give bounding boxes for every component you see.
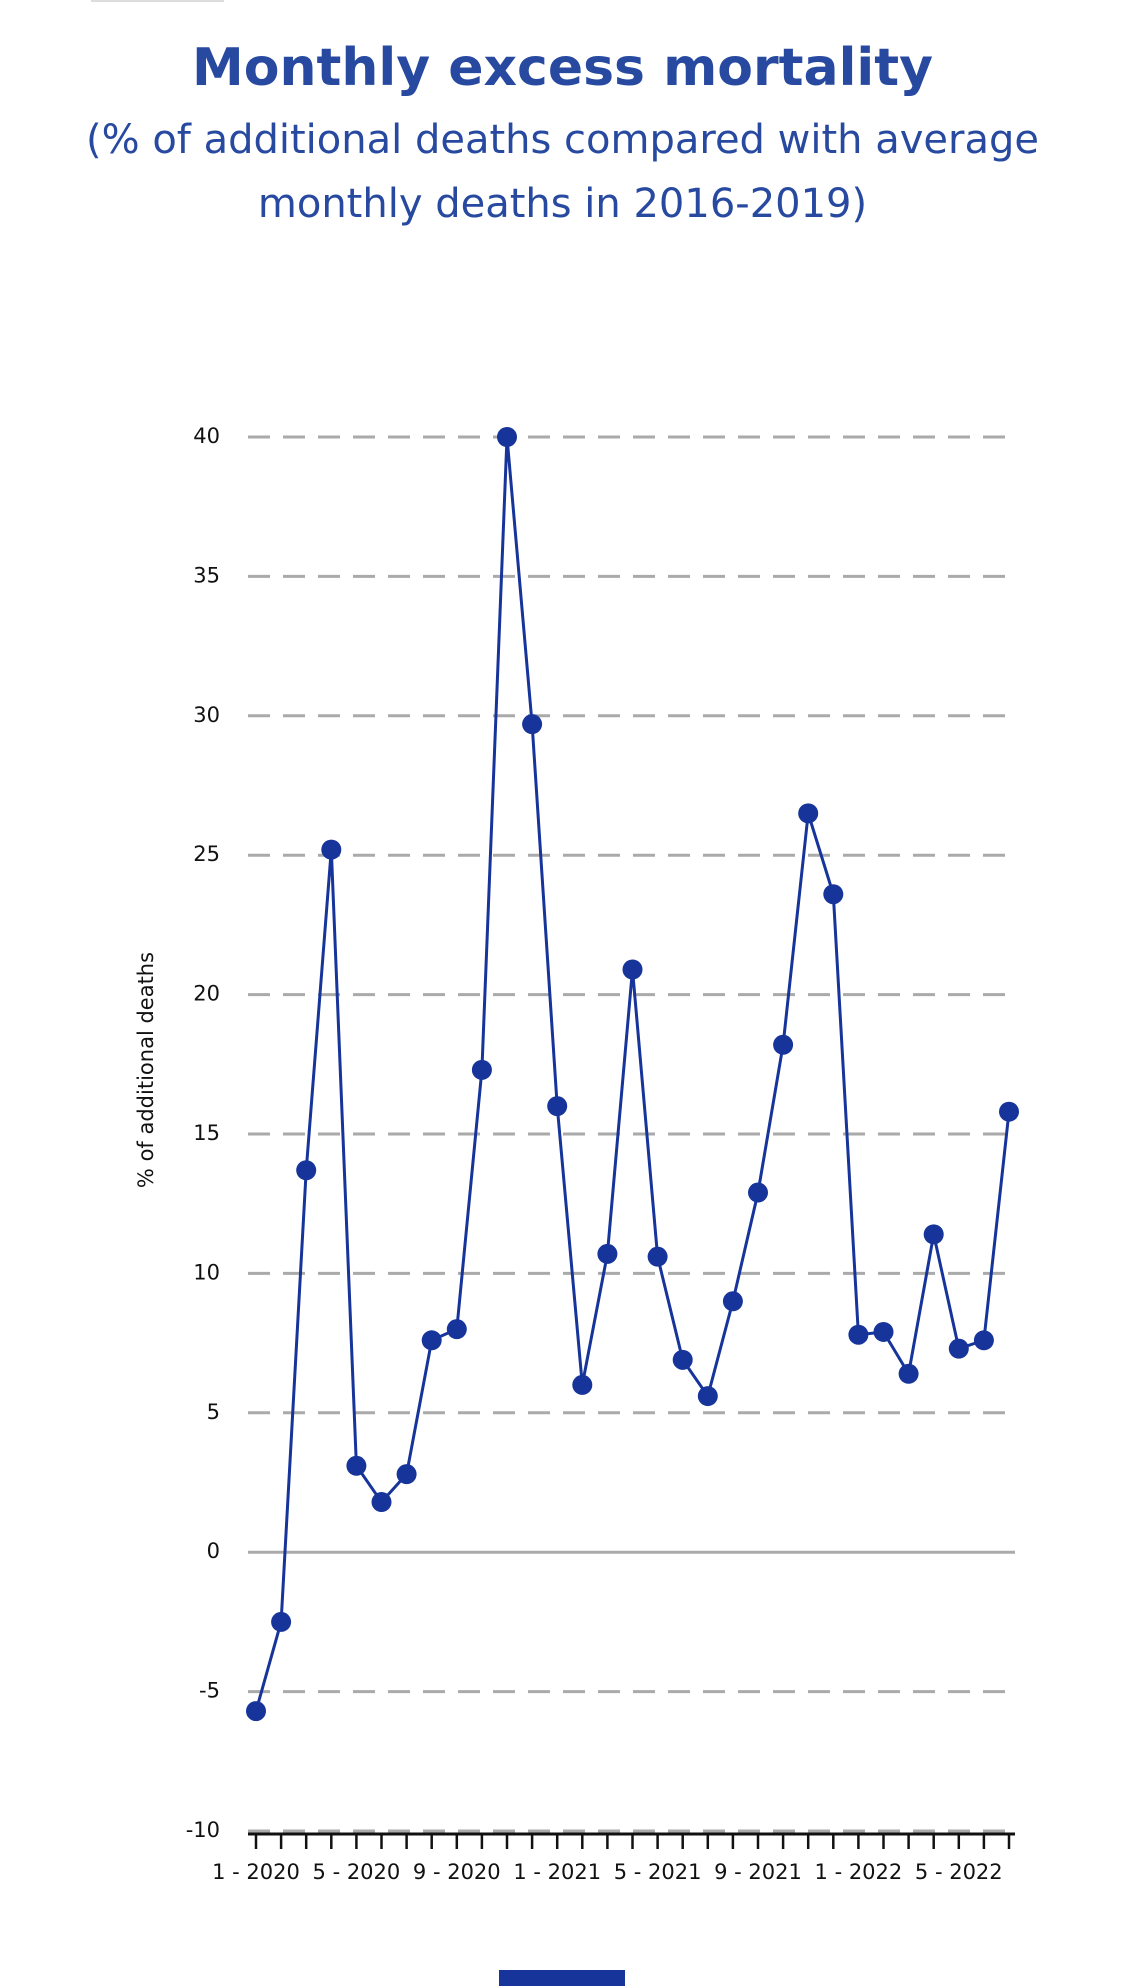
x-tick-label: 1 - 2021 (513, 1860, 601, 1884)
y-tick-label: 35 (193, 563, 220, 587)
x-tick-label: 9 - 2021 (714, 1860, 802, 1884)
y-tick-label: 20 (193, 982, 220, 1006)
data-point (271, 1611, 292, 1632)
data-point (647, 1246, 668, 1267)
data-point (572, 1374, 593, 1395)
x-tick-label: 1 - 2022 (815, 1860, 903, 1884)
data-point (296, 1160, 317, 1181)
chart-subtitle: (% of additional deaths compared with av… (85, 117, 1039, 227)
data-point (246, 1701, 266, 1722)
data-point (672, 1349, 693, 1370)
x-tick-label: 5 - 2021 (614, 1860, 702, 1884)
y-tick-label: 40 (193, 424, 220, 448)
data-point (547, 1096, 568, 1117)
data-point (396, 1464, 417, 1485)
data-point (999, 1101, 1019, 1122)
data-point (597, 1243, 618, 1264)
x-tick-label: 5 - 2022 (915, 1860, 1003, 1884)
data-point (848, 1324, 869, 1345)
bottom-decoration (499, 1970, 625, 1986)
data-point (421, 1330, 442, 1351)
data-point (823, 884, 844, 905)
data-point (798, 803, 819, 824)
data-point (973, 1330, 994, 1351)
chart-title: Monthly excess mortality (192, 38, 933, 98)
y-tick-label: 0 (207, 1539, 220, 1563)
y-tick-label: 15 (193, 1121, 220, 1145)
y-tick-label: 5 (207, 1400, 220, 1424)
y-axis-label: % of additional deaths (134, 952, 158, 1188)
data-point (697, 1386, 718, 1407)
data-point (371, 1492, 392, 1513)
data-point (497, 427, 517, 447)
series-line (254, 436, 1011, 1712)
data-point (321, 839, 342, 860)
y-tick-label: -10 (186, 1818, 220, 1842)
data-point (346, 1455, 367, 1476)
data-point (923, 1224, 944, 1245)
data-point (522, 714, 543, 735)
data-point (748, 1182, 768, 1203)
x-tick-label: 1 - 2020 (212, 1860, 300, 1884)
data-point (446, 1319, 467, 1340)
y-tick-label: -5 (199, 1679, 220, 1703)
data-point (471, 1059, 492, 1080)
x-tick-label: 5 - 2020 (313, 1860, 401, 1884)
data-point (622, 959, 643, 980)
y-tick-label: 30 (193, 703, 220, 727)
y-tick-label: 25 (193, 842, 220, 866)
y-tick-label: 10 (193, 1260, 220, 1284)
data-point (722, 1291, 743, 1312)
data-point (873, 1321, 894, 1342)
x-tick-label: 9 - 2020 (413, 1860, 501, 1884)
data-point (898, 1363, 919, 1384)
data-point (948, 1338, 969, 1359)
data-point (773, 1034, 794, 1055)
